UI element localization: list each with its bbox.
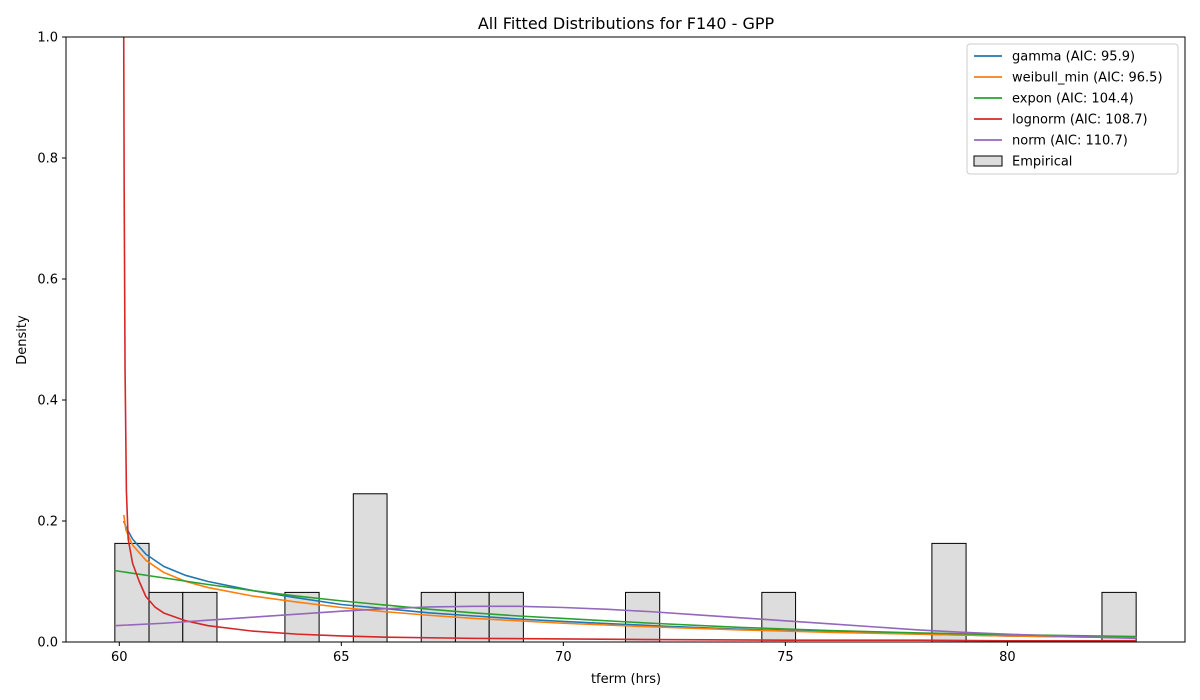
histogram-bar (761, 591, 797, 642)
x-axis-ticks: 60 65 70 75 80 (111, 642, 1016, 665)
series-line-weibull_min (122, 514, 1137, 639)
legend-label: lognorm (AIC: 108.7) (1012, 113, 1148, 128)
histogram-bar (625, 591, 661, 642)
legend-box (966, 43, 1179, 175)
y-tick-label: 0.2 (37, 515, 58, 530)
legend-label: Empirical (1012, 155, 1072, 170)
axes-frame (65, 36, 1186, 643)
series-line-lognorm (122, 37, 1137, 642)
series-line-expon (114, 569, 1137, 638)
chart-title: All Fitted Distributions for F140 - GPP (478, 14, 775, 33)
histogram-bar (931, 542, 967, 642)
series-line-norm (114, 605, 1137, 640)
histogram-bar (352, 493, 388, 642)
legend-swatch (973, 155, 1003, 167)
legend-label: expon (AIC: 104.4) (1012, 92, 1134, 107)
histogram-bar (182, 591, 218, 642)
x-tick-label: 70 (555, 650, 572, 665)
histogram-bar (1101, 591, 1137, 642)
x-tick-label: 65 (333, 650, 350, 665)
legend-label: weibull_min (AIC: 96.5) (1012, 71, 1163, 86)
x-tick-label: 80 (999, 650, 1016, 665)
y-tick-label: 0.4 (37, 394, 58, 409)
y-tick-label: 0.8 (37, 152, 58, 167)
plot-area (114, 37, 1137, 642)
legend-label: norm (AIC: 110.7) (1012, 134, 1128, 149)
x-axis-label: tferm (hrs) (591, 672, 661, 687)
fitted-curves (114, 37, 1137, 642)
legend-label: gamma (AIC: 95.9) (1012, 50, 1135, 65)
y-tick-label: 0.6 (37, 273, 58, 288)
y-axis-ticks: 0.0 0.2 0.4 0.6 0.8 1.0 (37, 31, 66, 651)
x-tick-label: 60 (111, 650, 128, 665)
x-tick-label: 75 (777, 650, 794, 665)
histogram-bars (114, 493, 1137, 642)
y-axis-label: Density (15, 315, 30, 365)
y-tick-label: 0.0 (37, 636, 58, 651)
y-tick-label: 1.0 (37, 31, 58, 46)
legend: gamma (AIC: 95.9) weibull_min (AIC: 96.5)… (966, 43, 1179, 175)
